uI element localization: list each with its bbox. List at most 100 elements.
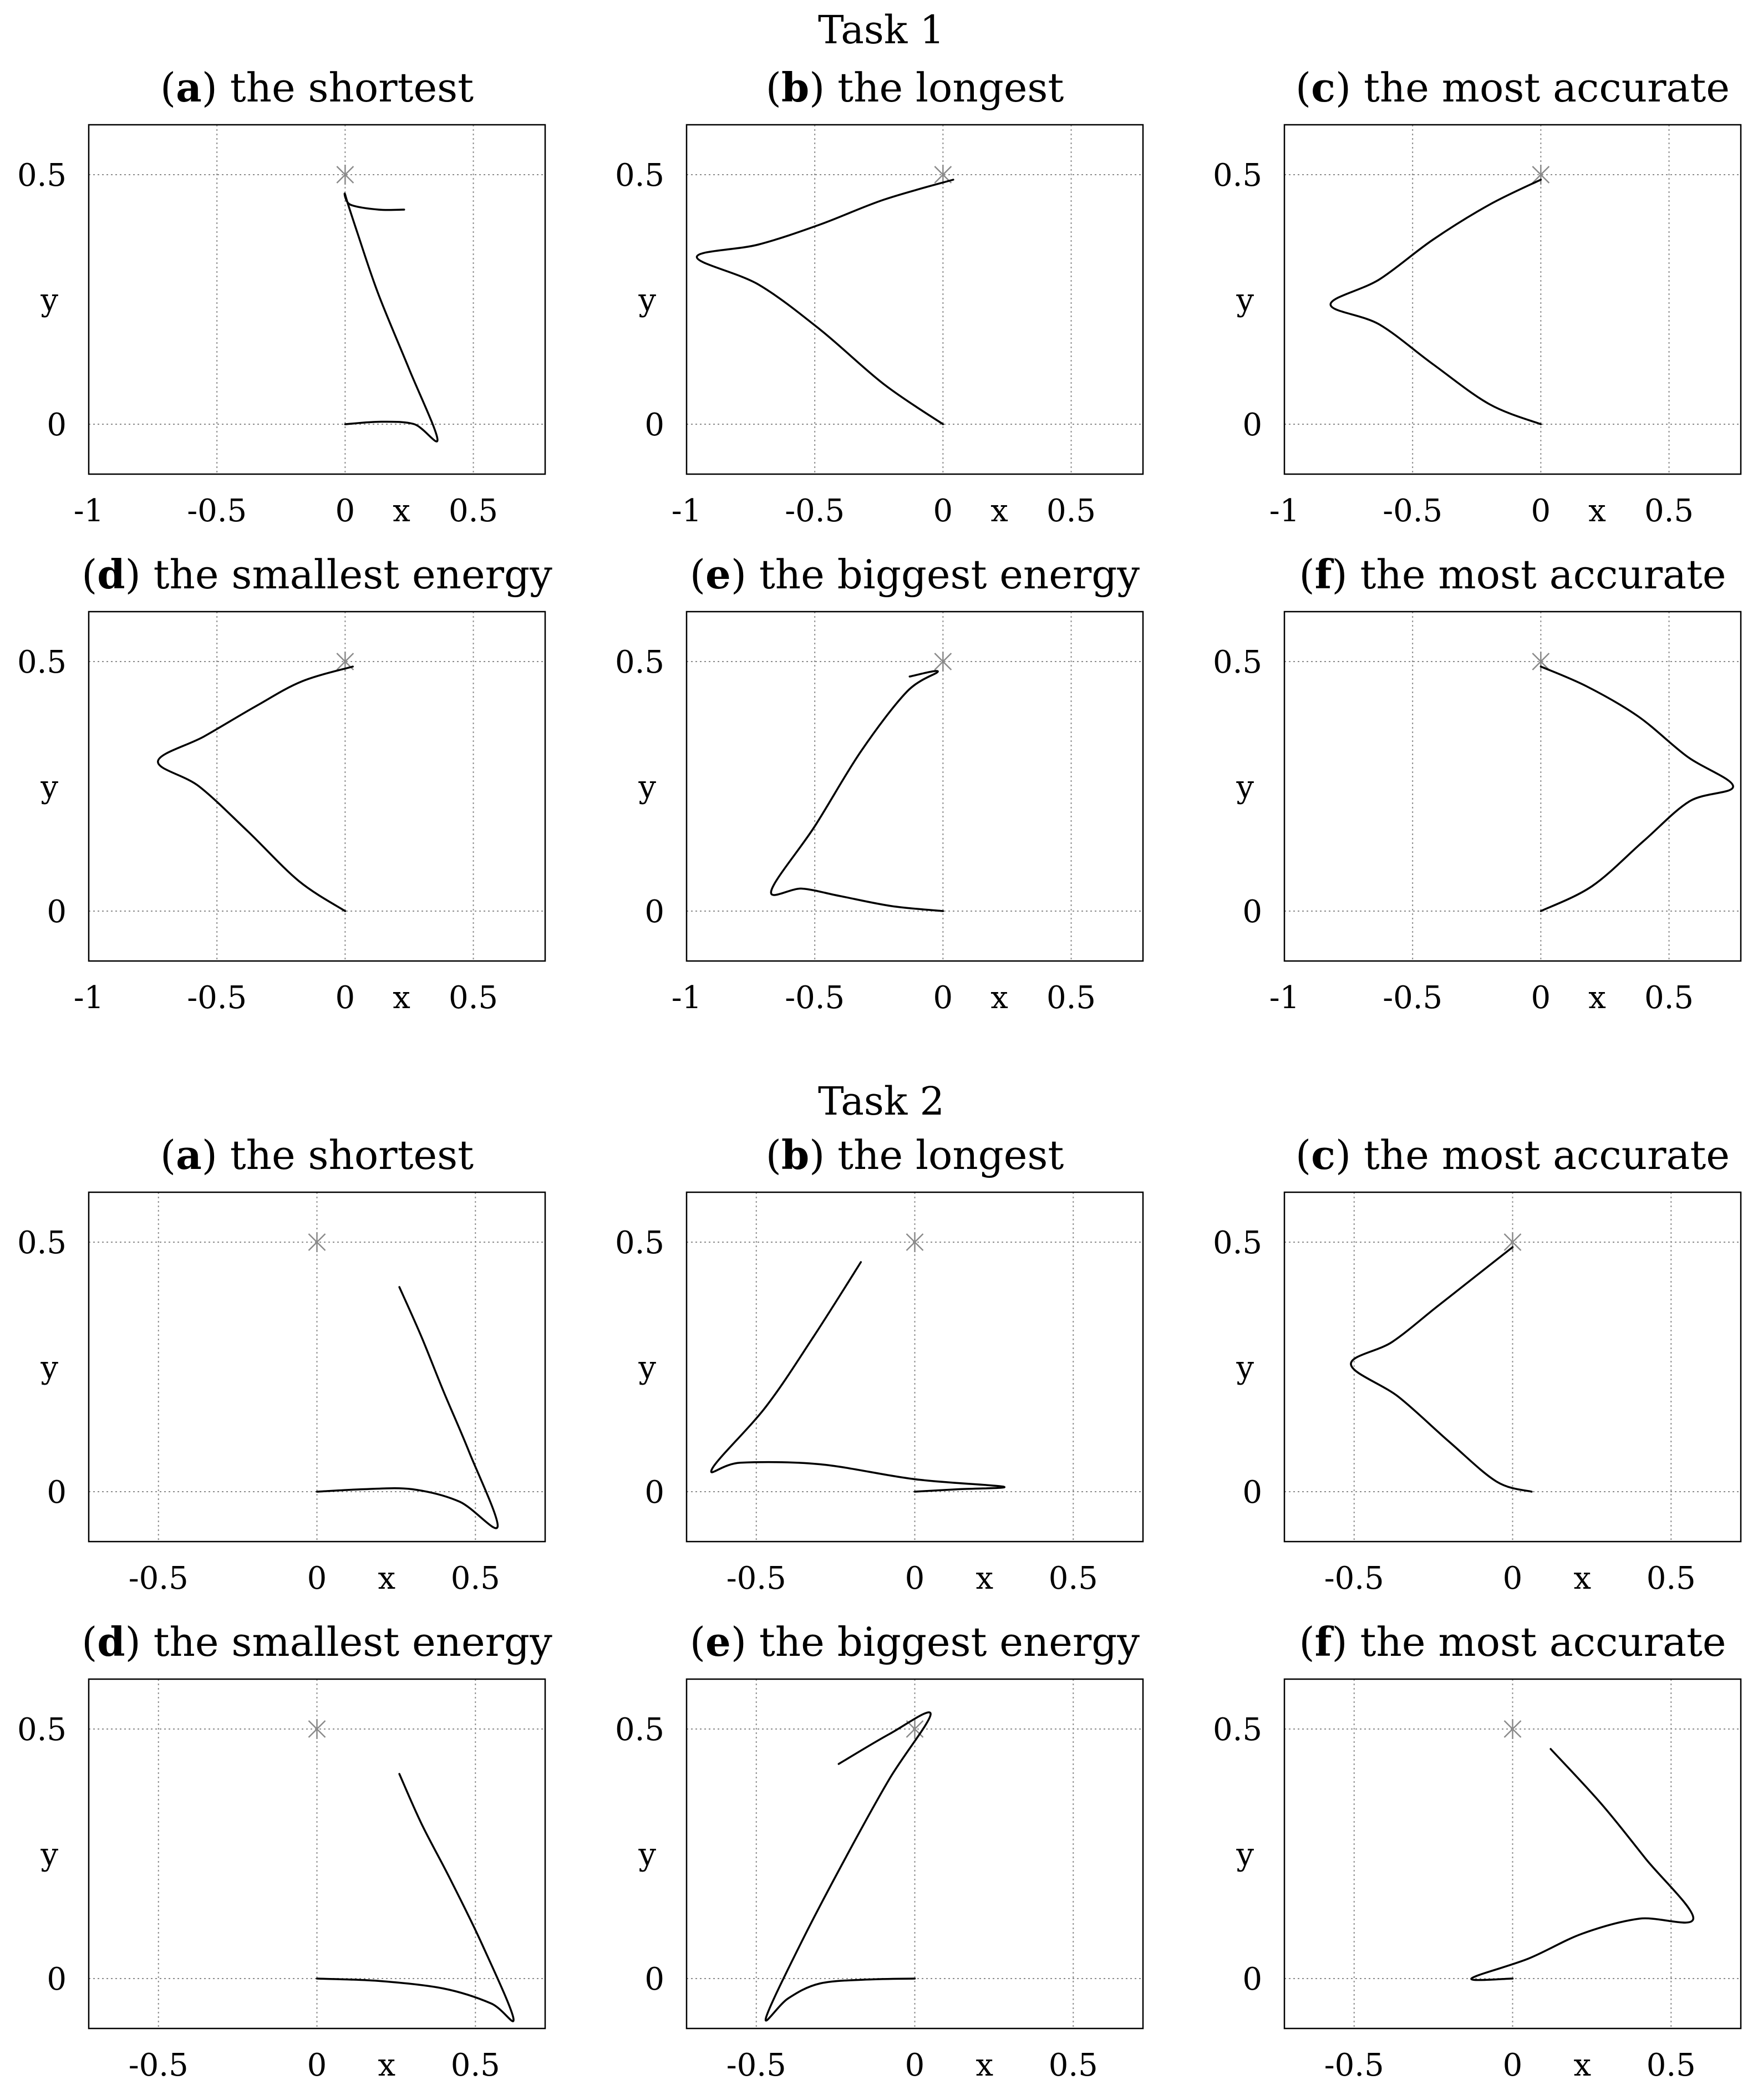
panel-title: (e) the biggest energy	[690, 1618, 1140, 1665]
panel-title: (c) the most accurate	[1295, 64, 1730, 111]
y-tick-label: 0	[47, 1474, 67, 1511]
y-axis-label: y	[1236, 1350, 1254, 1386]
x-tick-label: -0.5	[187, 493, 247, 529]
trajectory-line	[710, 1261, 1006, 1493]
x-tick-label: -1	[1269, 493, 1300, 529]
x-tick-label: 0.5	[1046, 980, 1096, 1016]
trajectory-line	[1470, 1748, 1695, 1981]
x-tick-label: -1	[672, 493, 702, 529]
x-tick-label: 0	[933, 980, 953, 1016]
x-tick-label: -0.5	[1383, 493, 1442, 529]
y-tick-label: 0.5	[615, 157, 664, 194]
x-axis-label: x	[976, 2047, 993, 2083]
trajectory-line	[343, 192, 439, 443]
plot-frame	[685, 1191, 1144, 1543]
x-tick-label: 0.5	[1644, 980, 1694, 1016]
x-tick-label: -1	[1269, 980, 1300, 1016]
y-axis-label: y	[40, 1350, 58, 1386]
x-tick-label: 0	[307, 2047, 327, 2083]
panel-title-paren-close: )	[125, 1619, 154, 1665]
trajectory-line	[316, 1773, 515, 2022]
y-tick-label: 0	[47, 407, 67, 443]
panel-t2-f: (f) the most accurate -0.5 0 0.5 0 0.5 x y	[1213, 1618, 1742, 2083]
x-tick-label: -0.5	[187, 980, 247, 1016]
x-tick-label: -0.5	[1324, 1560, 1384, 1596]
panel-title-text: the most accurate	[1360, 551, 1726, 598]
asterisk-target-icon	[1532, 652, 1550, 672]
panel-letter: d	[97, 1618, 125, 1665]
x-tick-label: 0	[905, 2047, 925, 2083]
panel-title: (a) the shortest	[160, 1131, 474, 1178]
y-tick-label: 0	[644, 407, 664, 443]
panel-title-paren-open: (	[690, 1619, 705, 1665]
asterisk-target-icon	[1532, 165, 1550, 185]
panel-letter: e	[705, 551, 731, 598]
panel-title-text: the shortest	[230, 1132, 474, 1178]
trajectory-line	[695, 179, 954, 425]
panel-title: (b) the longest	[766, 64, 1064, 111]
panel-title-paren-open: (	[766, 1132, 781, 1178]
y-axis-label: y	[40, 282, 58, 318]
y-tick-label: 0	[1242, 407, 1262, 443]
y-tick-label: 0.5	[17, 157, 67, 194]
x-tick-label: 0.5	[1049, 1560, 1098, 1596]
x-axis-label: x	[378, 1560, 395, 1596]
y-tick-label: 0	[644, 1474, 664, 1511]
x-tick-label: 0	[933, 493, 953, 529]
x-tick-label: 0.5	[451, 1560, 500, 1596]
panel-title-paren-close: )	[731, 1619, 759, 1665]
x-tick-label: -0.5	[1324, 2047, 1384, 2083]
section-title-task-2: Task 2	[818, 1079, 944, 1124]
trajectory-line	[770, 670, 944, 912]
x-tick-label: -0.5	[785, 980, 845, 1016]
panel-t2-b: (b) the longest -0.5 0 0.5 0 0.5 x y	[615, 1131, 1144, 1596]
y-axis-label: y	[638, 1350, 656, 1386]
panel-t1-a: (a) the shortest -1 -0.5 0 0.5 0 0.5 x y	[17, 64, 546, 529]
panel-t1-c: (c) the most accurate -1 -0.5 0 0.5 0 0.5 x y	[1213, 64, 1742, 529]
panel-letter: b	[781, 1131, 809, 1178]
panel-title-paren-open: (	[1299, 551, 1314, 598]
x-tick-label: -0.5	[785, 493, 845, 529]
x-axis-label: x	[393, 980, 410, 1016]
trajectory-line	[764, 1711, 932, 2022]
x-axis-label: x	[1573, 2047, 1591, 2083]
y-tick-label: 0.5	[1213, 644, 1262, 680]
y-axis-label: y	[1236, 769, 1254, 805]
panel-title-paren-close: )	[125, 551, 154, 598]
y-axis-label: y	[638, 769, 656, 805]
y-tick-label: 0.5	[615, 644, 664, 680]
panel-title-paren-open: (	[1299, 1619, 1314, 1665]
y-axis-label: y	[638, 1837, 656, 1873]
panel-title: (c) the most accurate	[1295, 1131, 1730, 1178]
trajectory-line	[157, 665, 354, 912]
y-tick-label: 0.5	[17, 1225, 67, 1261]
asterisk-target-icon	[934, 652, 952, 672]
x-tick-label: -0.5	[726, 2047, 786, 2083]
panel-title-text: the most accurate	[1364, 1132, 1730, 1178]
y-axis-label: y	[1236, 282, 1254, 318]
x-tick-label: -1	[672, 980, 702, 1016]
y-tick-label: 0.5	[17, 1712, 67, 1748]
x-tick-label: 0	[1531, 980, 1551, 1016]
panel-letter: a	[176, 1131, 202, 1178]
y-tick-label: 0	[1242, 894, 1262, 930]
asterisk-target-icon	[308, 1232, 326, 1252]
x-tick-label: 0.5	[1046, 493, 1096, 529]
panel-letter: c	[1311, 1131, 1335, 1178]
y-tick-label: 0	[1242, 1961, 1262, 1997]
panel-letter: f	[1315, 551, 1334, 598]
panel-title-text: the biggest energy	[759, 1619, 1140, 1665]
asterisk-target-icon	[906, 1232, 924, 1252]
x-tick-label: -1	[74, 493, 104, 529]
plot-frame	[88, 1678, 546, 2030]
x-tick-label: -0.5	[129, 2047, 189, 2083]
trajectory-line	[1329, 179, 1542, 425]
asterisk-target-icon	[308, 1719, 326, 1739]
panel-letter: e	[705, 1618, 731, 1665]
x-tick-label: 0	[1503, 1560, 1523, 1596]
panel-title: (a) the shortest	[160, 64, 474, 111]
panel-title-paren-open: (	[82, 551, 97, 598]
y-axis-label: y	[1236, 1837, 1254, 1873]
panel-t1-f: (f) the most accurate -1 -0.5 0 0.5 0 0.5 x y	[1213, 551, 1742, 1016]
